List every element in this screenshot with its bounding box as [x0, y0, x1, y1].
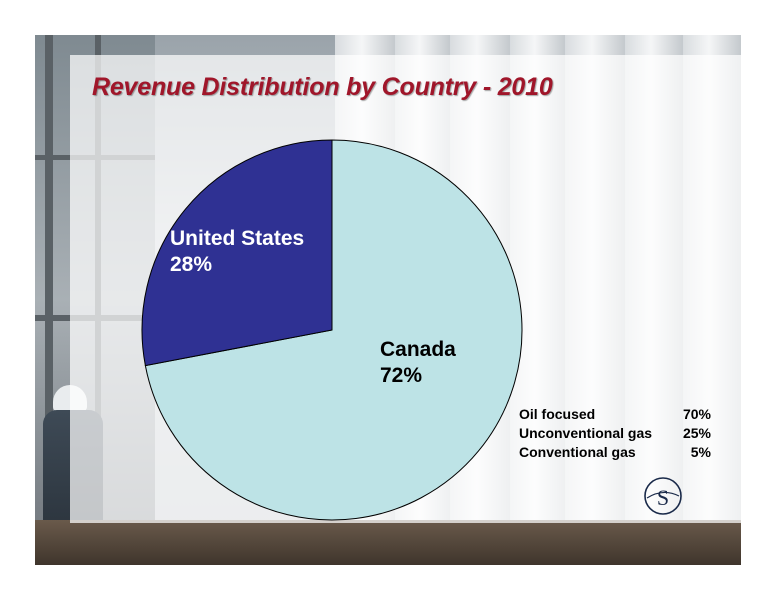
slice-name-canada: Canada	[380, 338, 456, 361]
slide: Revenue Distribution by Country - 2010 U…	[35, 35, 741, 565]
breakdown-label: Conventional gas	[519, 444, 636, 460]
breakdown-value: 25%	[682, 425, 711, 441]
pie-slice-canada	[144, 139, 523, 521]
breakdown-label: Unconventional gas	[519, 425, 653, 441]
slice-value-canada: 72%	[380, 364, 423, 387]
slice-label-united-states: United States 28%	[170, 226, 304, 278]
ground-band	[35, 520, 741, 565]
pie-chart	[141, 139, 523, 521]
slice-value-united-states: 28%	[170, 253, 213, 276]
breakdown-label: Oil focused	[519, 406, 596, 422]
company-logo: S	[644, 477, 682, 515]
breakdown-value: 5%	[690, 444, 711, 460]
slice-label-canada: Canada 72%	[380, 337, 456, 389]
breakdown-value: 70%	[682, 406, 711, 422]
pie-slice-united-states	[141, 139, 333, 367]
slice-name-united-states: United States	[170, 227, 305, 250]
revenue-breakdown: Oil focused 70% Unconventional gas 25% C…	[519, 405, 711, 462]
breakdown-row: Conventional gas 5%	[519, 443, 711, 462]
slide-title: Revenue Distribution by Country - 2010	[92, 73, 553, 101]
logo-letter: S	[657, 485, 669, 510]
breakdown-row: Unconventional gas 25%	[519, 424, 711, 443]
breakdown-row: Oil focused 70%	[519, 405, 711, 424]
